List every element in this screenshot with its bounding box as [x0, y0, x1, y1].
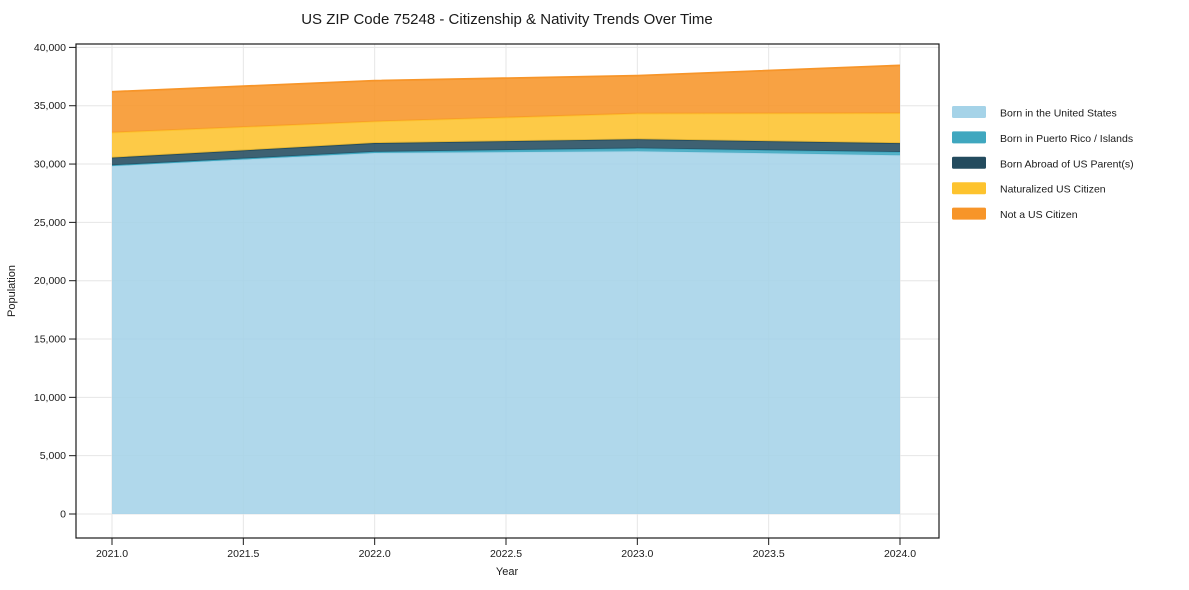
area-born-in-puerto-rico-islands [112, 148, 900, 166]
area-edge-naturalized-us-citizen [111, 112, 901, 134]
axis-ticks: 0 5,000 10,000 15,000 20,000 25,000 30,000 35,0… [34, 42, 916, 560]
y-tick-label: 30,000 [34, 159, 66, 171]
legend-item-born-in-the-united-states: Born in the United States [952, 106, 1117, 120]
legend-item-born-in-puerto-rico-islands: Born in Puerto Rico / Islands [952, 131, 1133, 145]
legend-swatch-born-in-the-united-states [952, 106, 986, 118]
area-born-in-the-united-states [112, 151, 900, 514]
legend-item-not-a-us-citizen: Not a US Citizen [952, 207, 1078, 221]
x-tick-label: 2023.0 [621, 548, 653, 560]
x-tick-label: 2022.0 [359, 548, 391, 560]
legend-label: Naturalized US Citizen [1000, 184, 1106, 196]
y-tick-label: 15,000 [34, 334, 66, 346]
y-tick-label: 40,000 [34, 42, 66, 54]
legend-label: Born Abroad of US Parent(s) [1000, 158, 1134, 170]
legend-swatch-naturalized-us-citizen [952, 182, 986, 195]
x-axis-label: Year [496, 566, 519, 578]
y-tick-label: 25,000 [34, 217, 66, 229]
x-tick-label: 2023.5 [753, 548, 785, 560]
x-tick-label: 2024.0 [884, 548, 916, 560]
area-series-layer [111, 64, 901, 514]
legend-label: Not a US Citizen [1000, 209, 1078, 221]
chart-title: US ZIP Code 75248 - Citizenship & Nativi… [301, 11, 713, 28]
legend-item-naturalized-us-citizen: Naturalized US Citizen [952, 182, 1106, 196]
y-tick-label: 5,000 [40, 450, 66, 462]
legend-swatch-born-in-puerto-rico-islands [952, 131, 986, 144]
y-tick-label: 35,000 [34, 100, 66, 112]
y-tick-label: 20,000 [34, 275, 66, 287]
legend: Born in the United States Born in Puerto … [952, 106, 1134, 221]
area-not-a-us-citizen [112, 65, 900, 133]
legend-item-born-abroad-of-us-parent-s: Born Abroad of US Parent(s) [952, 156, 1134, 170]
x-tick-label: 2021.0 [96, 548, 128, 560]
plot-border [75, 43, 940, 539]
y-tick-label: 10,000 [34, 392, 66, 404]
legend-label: Born in Puerto Rico / Islands [1000, 133, 1133, 145]
y-axis-label: Population [6, 265, 18, 317]
y-tick-label: 0 [60, 509, 66, 521]
x-tick-label: 2021.5 [227, 548, 259, 560]
plot-border-rect [75, 43, 940, 539]
legend-swatch-born-abroad-of-us-parent-s [952, 156, 986, 169]
area-edge-not-a-us-citizen [111, 64, 901, 93]
legend-label: Born in the United States [1000, 108, 1117, 120]
area-born-abroad-of-us-parent-s [112, 139, 900, 166]
x-tick-label: 2022.5 [490, 548, 522, 560]
legend-swatch-not-a-us-citizen [952, 207, 986, 220]
